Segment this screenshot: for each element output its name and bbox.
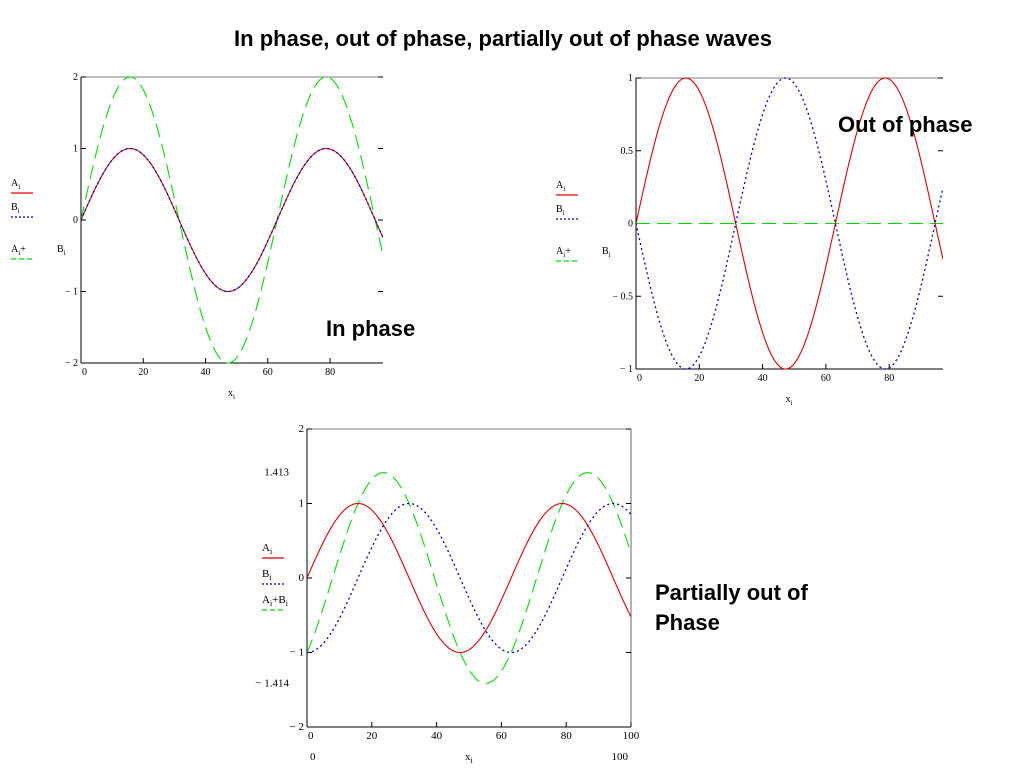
chart-2: − 1 − 0.5 0 0.5 1 0 20 40 60 80 xi Ai Bi Ai+ Bi: [556, 73, 943, 407]
legend-label: Ai: [556, 180, 565, 193]
series-a: [307, 502, 631, 654]
legend-label: Ai+: [11, 244, 26, 257]
legend-label: Ai+Bi: [262, 594, 289, 608]
series-a: [81, 147, 383, 293]
legend-label-extra: Bi: [57, 244, 66, 257]
page-title: In phase, out of phase, partially out of…: [234, 26, 772, 51]
partial-caption-line1: Partially out of: [655, 580, 808, 605]
legend-label: Bi: [262, 568, 272, 582]
x-tick-label: 40: [431, 730, 443, 742]
partial-caption-line2: Phase: [655, 610, 720, 635]
y-tick-label: 0: [73, 215, 78, 226]
x-tick-label: 40: [758, 373, 768, 384]
x-tick-label: 80: [884, 373, 894, 384]
in-phase-caption: In phase: [326, 316, 416, 341]
out-of-phase-caption: Out of phase: [838, 112, 973, 137]
marker-label: 0: [310, 751, 316, 763]
x-tick-label: 80: [561, 730, 573, 742]
legend-label-extra: Bi: [602, 246, 611, 259]
legend-label: Ai+: [556, 246, 571, 259]
x-tick-label: 80: [325, 367, 335, 378]
legend-label: Ai: [262, 542, 273, 556]
legend-label: Bi: [556, 204, 565, 217]
marker-label: 100: [612, 751, 629, 763]
x-tick-label: 20: [138, 367, 148, 378]
series-aplusb: [81, 76, 383, 364]
y-tick-label: 0: [299, 572, 305, 584]
x-tick-label: 0: [82, 367, 87, 378]
series-b: [636, 77, 943, 370]
x-tick-label: 40: [201, 367, 211, 378]
x-tick-label: 100: [623, 730, 640, 742]
x-tick-label: 20: [366, 730, 378, 742]
marker-label: − 1.414: [255, 677, 289, 689]
y-tick-label: − 1: [290, 647, 304, 659]
x-tick-label: 60: [263, 367, 273, 378]
series-b: [81, 147, 383, 293]
y-tick-label: 0.5: [621, 146, 634, 157]
x-axis-label: xi: [228, 388, 235, 401]
y-tick-label: 2: [299, 423, 305, 435]
y-tick-label: 1: [299, 498, 305, 510]
y-tick-label: 1: [73, 144, 78, 155]
x-tick-label: 0: [637, 373, 642, 384]
y-tick-label: − 1: [620, 364, 633, 375]
legend-label: Ai: [11, 178, 20, 191]
y-tick-label: − 2: [65, 358, 78, 369]
x-tick-label: 20: [694, 373, 704, 384]
y-tick-label: − 0.5: [612, 291, 633, 302]
x-tick-label: 0: [308, 730, 314, 742]
y-tick-label: 0: [628, 219, 633, 230]
y-tick-label: 2: [73, 72, 78, 83]
legend-label: Bi: [11, 202, 20, 215]
series-b: [307, 502, 631, 654]
y-tick-label: − 2: [290, 721, 304, 733]
marker-label: 1.413: [264, 467, 289, 479]
y-tick-label: − 1: [65, 287, 78, 298]
x-axis-label: xi: [465, 751, 474, 765]
series-a: [636, 77, 943, 370]
partially-out-of-phase-caption: Partially out of Phase: [655, 578, 808, 638]
x-tick-label: 60: [496, 730, 508, 742]
y-tick-label: 1: [628, 73, 633, 84]
x-tick-label: 60: [821, 373, 831, 384]
x-axis-label: xi: [786, 394, 793, 407]
